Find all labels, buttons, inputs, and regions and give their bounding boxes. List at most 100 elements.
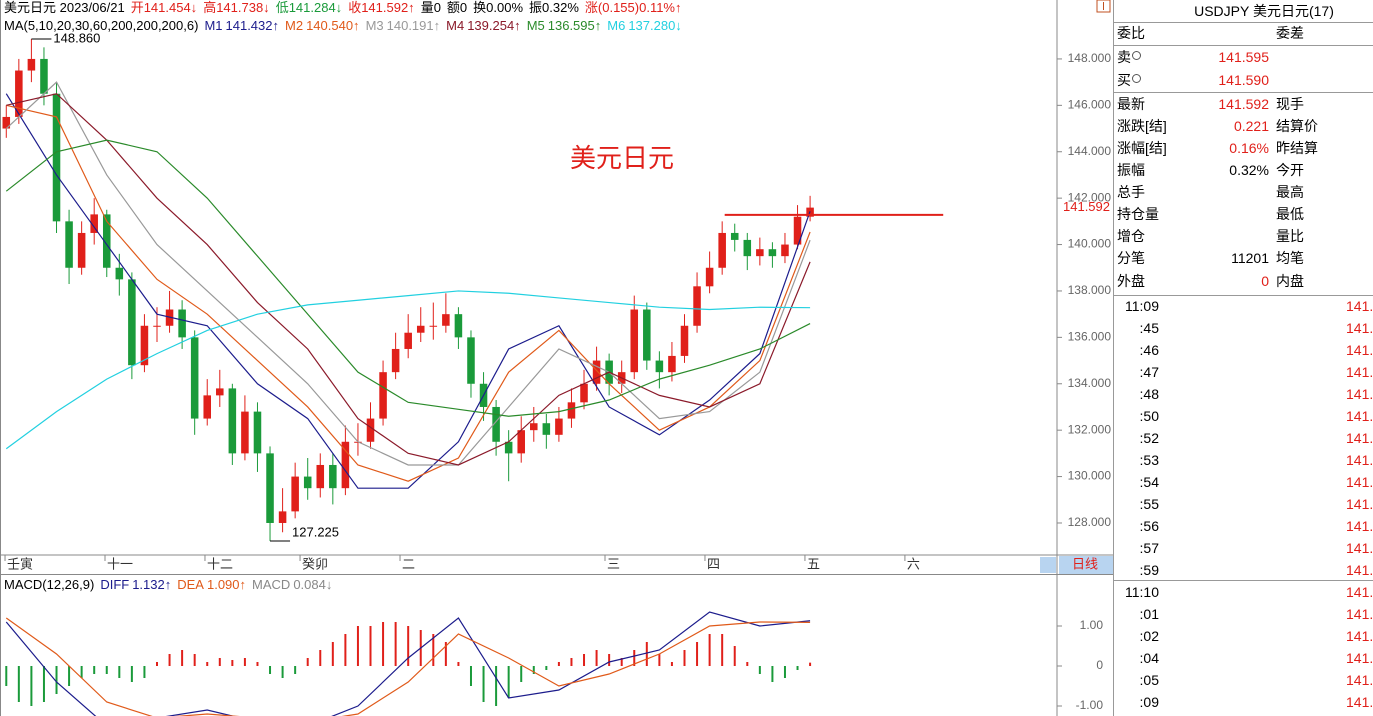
candle-body [781,244,789,257]
y-tick-label: 144.000 [1068,144,1112,158]
ma-line [5,93,811,489]
tick-price: 141. [1346,298,1373,314]
field-label-text: 涨跌[结] [1117,118,1167,134]
x-tick-label: 四 [707,556,720,571]
field-label: 振幅 [1117,160,1145,180]
candle-body [743,239,752,257]
candle-body [90,214,98,233]
candle-body [416,325,425,333]
legend-value: 0.084↓ [293,577,333,592]
x-tick-label: 三 [607,556,620,571]
candle-body [115,267,124,280]
ma-line [5,290,811,450]
tick-price: 141. [1346,672,1373,688]
macd-line [5,611,811,716]
candle-body [140,325,149,366]
y-tick-label: 1.00 [1080,618,1104,632]
field-label: 昨结算 [1276,140,1318,156]
period-label[interactable]: 日线 [1072,556,1098,571]
field-label: 结算价 [1276,118,1318,134]
field-value: 0.221 [1233,118,1269,134]
field-label-text: 委比 [1117,25,1145,41]
quote-item: 开141.454↓ [130,0,198,15]
separator [1114,45,1373,46]
tick-time: :02 [1139,628,1159,644]
candle-body [316,464,325,489]
tick-time: :55 [1139,496,1159,512]
y-tick-label: 138.000 [1068,283,1112,297]
candle-body [504,441,513,454]
field-value: 11201 [1231,250,1269,266]
legend-name: M4 [446,18,465,33]
candle-body [153,325,161,327]
quote-bar: 美元日元 2023/06/21 开141.454↓ 高141.738↓ 低141.28… [4,0,688,16]
candle-body [517,430,525,454]
candle-body [693,286,701,326]
annotation: 127.225 [292,524,339,539]
period-box[interactable] [1059,556,1113,574]
x-tick-label: 六 [907,556,920,571]
field-label: 今开 [1276,162,1304,178]
candle-body [542,423,551,435]
candle-body [178,309,186,338]
plot-area [2,38,944,541]
candle-body [567,402,576,419]
y-tick-label: 132.000 [1068,422,1112,436]
field-value: 141.595 [1218,49,1269,65]
tick-time: :45 [1139,320,1159,336]
legend-value: 1.090↑ [206,577,247,592]
candle-body [329,464,337,489]
candle-body [442,314,450,326]
legend-name: M6 [607,18,626,33]
candle-body [241,411,249,454]
quote-item: 美元日元 2023/06/21 [4,0,125,15]
y-tick-label: 0 [1096,658,1103,672]
tick-time: :52 [1139,430,1159,446]
legend-name: MACD [252,577,291,592]
field-label: 现手 [1276,96,1304,112]
legend-value: 141.432↑ [225,18,280,33]
tick-time: :47 [1139,364,1159,380]
field-label: 内盘 [1276,273,1304,289]
ma-title: MA(5,10,20,30,60,200,200,200,6) [4,18,199,33]
quote-item: 涨(0.155)0.11%↑ [584,0,682,15]
candle-body [467,337,475,384]
tick-time: :57 [1139,540,1159,556]
legend-name: M1 [204,18,223,33]
candle-body [429,325,438,327]
legend-name: M3 [365,18,384,33]
candle-body [454,314,463,338]
candle-body [266,453,274,523]
candle-body [555,418,563,435]
field-label: 总手 [1117,182,1145,202]
field-label-text: 总手 [1117,184,1145,200]
y-tick-label: 128.000 [1068,515,1112,529]
tick-time: 11:09 [1125,298,1159,314]
candle-body [668,355,676,373]
y-tick-label: -1.00 [1076,698,1104,712]
ma-line [5,81,811,466]
field-label: 最高 [1276,184,1304,200]
plot-area [5,611,812,716]
candle-body [391,348,400,373]
tick-time: :48 [1139,386,1159,402]
field-label: 买 [1117,70,1141,90]
field-value: 0.16% [1229,140,1269,156]
icon [1132,74,1141,83]
field-label-text: 最新 [1117,96,1145,112]
candle-body [756,249,764,257]
candle-body [303,476,312,489]
candle-body [341,441,350,489]
y-tick-label: 140.000 [1068,237,1112,251]
field-value: 141.590 [1218,72,1269,88]
scroll-box[interactable] [1040,557,1056,573]
quote-item: 换0.00% [473,0,524,15]
quote-item: 额0 [446,0,468,15]
legend-name: DIFF [100,577,130,592]
tick-time: :09 [1139,694,1159,710]
candle-body [52,93,61,222]
y-tick-label: 130.000 [1068,469,1112,483]
tick-price: 141. [1346,628,1373,644]
panel-title: USDJPY 美元日元(17) [1194,3,1334,19]
candle-body [580,383,588,403]
